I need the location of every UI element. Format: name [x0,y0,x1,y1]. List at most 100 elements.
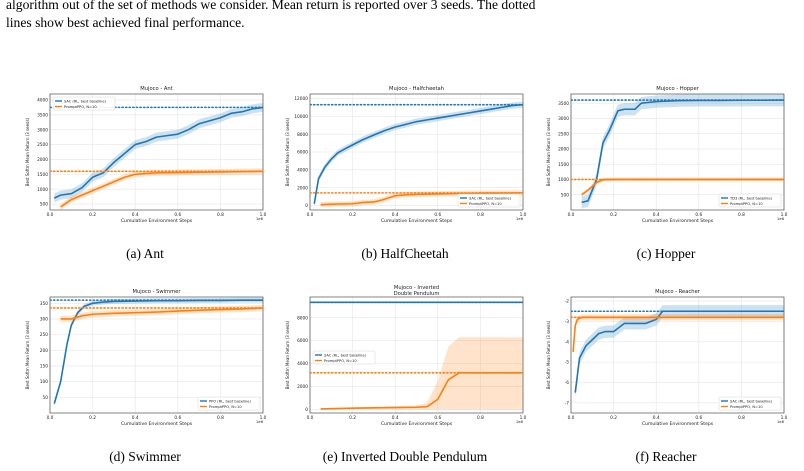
x-axis-label: Cumulative Environment Steps [121,421,193,427]
series-line [581,178,784,196]
legend-label: PPO (RL, best baseline) [209,399,251,403]
x-tick-label: 0.8 [217,415,224,421]
series-band [320,337,523,410]
plot-area [571,94,784,209]
x-tick-label: 0.0 [307,415,314,421]
chart-halfcheetah: Mujoco - Halfcheetah 0 2000 4000 6000 8000 100… [285,86,527,224]
legend: TD3 (RL, best baseline) PromptPPO, N=10 [718,193,782,208]
y-tick-label: 300 [40,317,48,323]
x-tick-label: 0.6 [434,415,441,421]
plot-area [50,102,263,210]
series-line [53,106,263,199]
legend-label: SAC (RL, best baseline) [64,99,107,103]
x-tick-label: 0.4 [132,212,139,218]
y-tick-label: 0 [305,407,308,413]
chart-panel-swimmer: Mujoco - Swimmer 50 100 150 200 250 300 350 0.0 0… [20,285,270,435]
y-tick-label: 6000 [297,338,308,344]
plot-area [571,305,784,399]
plot-frame [309,296,524,414]
y-tick-label: 3000 [37,127,48,133]
x-tick-label: 0.8 [217,212,224,218]
x-axis-label: Cumulative Environment Steps [381,218,453,224]
legend-box [197,396,261,411]
y-tick-label: 4000 [37,98,48,104]
caption-line-2: lines show best achieved final performan… [6,15,245,30]
y-tick-label: 1500 [558,162,569,168]
legend-label: SAC (RL, best baseline) [469,196,512,200]
y-tick-label: 1000 [37,187,48,193]
series-band [573,314,784,355]
series-band [581,177,784,197]
chart-title-line-2: Double Pendulum [394,291,440,297]
subcaption-reacher: (f) Reacher [635,449,697,464]
legend-box [312,350,376,365]
y-tick-label: 12000 [294,96,308,102]
y-tick-label: -4 [565,339,570,345]
x-tick-label: 1.0 [260,415,267,421]
plot-area [310,101,523,208]
y-tick-label: 100 [40,379,48,385]
chart-reacher: Mujoco - Reacher -7 -6 -5 -4 -3 -2 0.0 0.2 0.4 0.6… [546,289,788,427]
y-tick-label: 250 [40,332,48,338]
y-tick-label: 1500 [37,172,48,178]
chart-panel-reacher: Mujoco - Reacher -7 -6 -5 -4 -3 -2 0.0 0.2 0.4 0.6… [541,285,791,435]
chart-title: Mujoco - Inverted [394,285,439,291]
y-tick-label: -3 [565,319,570,325]
legend-label: PromptPPO, N=10 [324,359,357,363]
y-axis-label: Best Softm Mean Return (3 seeds) [25,117,30,186]
series-line [320,372,523,410]
plot-frame [570,93,785,211]
y-tick-label: 2500 [37,142,48,148]
legend: PPO (RL, best baseline) PromptPPO, N=10 [197,396,261,411]
y-tick-label: 200 [40,348,48,354]
subcaption-inverted-double-pendulum: (e) Inverted Double Pendulum [322,449,488,464]
x-tick-label: 1.0 [520,415,527,421]
x-tick-label: 1.0 [781,415,788,421]
x-tick-label: 0.2 [610,415,617,421]
chart-title: Mujoco - Swimmer [133,289,182,295]
x-axis-offset: 1e6 [516,419,524,424]
legend-label: PromptPPO, N=10 [469,202,502,206]
chart-title: Mujoco - Hopper [656,86,699,92]
y-tick-label: 2000 [37,157,48,163]
legend-label: PromptPPO, N=10 [730,405,763,409]
plot-frame [49,93,264,211]
y-tick-label: 3000 [558,116,569,122]
y-tick-label: -6 [565,380,570,386]
plot-frame [49,296,264,414]
y-tick-label: 1000 [558,177,569,183]
chart-title: Mujoco - Ant [140,86,172,92]
chart-hopper: Mujoco - Hopper 500 1000 1500 2000 2500 3000 35… [546,86,788,224]
y-tick-label: 10000 [294,114,308,120]
x-axis-offset: 1e6 [777,216,785,221]
x-tick-label: 0.8 [738,415,745,421]
legend-box [718,193,782,208]
series-line [60,170,263,208]
chart-swimmer: Mujoco - Swimmer 50 100 150 200 250 300 350 0.0 0… [25,289,267,427]
chart-title: Mujoco - Reacher [655,289,701,295]
x-tick-label: 0.2 [349,415,356,421]
x-tick-label: 0.6 [434,212,441,218]
chart-title: Mujoco - Halfcheetah [389,86,444,92]
chart-panel-ant: Mujoco - Ant 500 1000 1500 2000 2500 3000 3500 4… [20,82,270,232]
x-axis-offset: 1e6 [256,419,264,424]
series-band [60,168,263,210]
x-axis-label: Cumulative Environment Steps [642,421,714,427]
series-band [314,101,523,207]
legend: SAC (RL, best baseline) PromptPPO, N=10 [312,350,376,365]
x-axis-label: Cumulative Environment Steps [121,218,193,224]
y-axis-label: Best Softm Mean Return (3 seeds) [285,320,290,389]
plot-frame [309,93,524,211]
legend-label: PromptPPO, N=10 [64,105,97,109]
subcaption-swimmer: (d) Swimmer [109,449,181,464]
y-tick-label: 4000 [297,167,308,173]
subcaption-halfcheetah: (b) HalfCheetah [361,246,449,261]
y-tick-label: 8000 [297,132,308,138]
x-tick-label: 0.6 [174,415,181,421]
x-tick-label: 1.0 [520,212,527,218]
x-tick-label: 0.2 [349,212,356,218]
x-tick-label: 0.4 [392,415,399,421]
plot-frame [570,296,785,414]
x-tick-label: 0.4 [392,212,399,218]
series-band [54,102,263,203]
